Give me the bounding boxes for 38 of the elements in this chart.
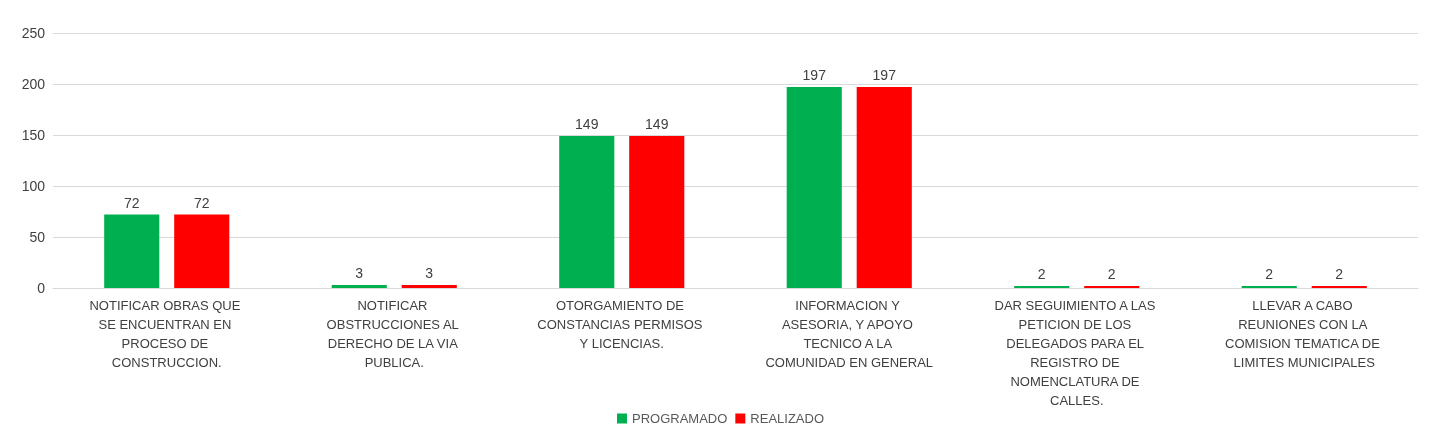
x-tick-label: DAR SEGUIMIENTO A LAS PETICION DE LOS DELEGADOS PARA EL REGISTRO DE NOMENCLATURA DE CALLES. <box>994 298 1159 408</box>
data-label: 197 <box>872 67 897 84</box>
data-label: 72 <box>123 194 140 211</box>
bar <box>104 214 160 288</box>
x-tick-label: OTORGAMIENTO DE CONSTANCIAS PERMISOS Y LICENCIAS. <box>537 298 707 351</box>
bar <box>1241 285 1297 288</box>
data-label: 3 <box>425 264 434 281</box>
bar <box>856 87 912 288</box>
y-tick-label: 50 <box>29 229 46 245</box>
bar <box>629 136 685 288</box>
x-tick-label: NOTIFICAR OBRAS QUE SE ENCUENTRAN EN PROCESO DE CONSTRUCCION. <box>89 298 245 370</box>
y-tick-label: 250 <box>21 25 46 41</box>
legend-label: PROGRAMADO <box>631 411 728 426</box>
bar <box>786 87 842 288</box>
data-label: 2 <box>1037 265 1046 282</box>
bar <box>1311 285 1367 288</box>
y-tick-label: 150 <box>21 127 46 143</box>
y-tick-label: 200 <box>21 76 46 92</box>
data-label: 197 <box>802 67 827 84</box>
bar <box>401 284 457 288</box>
data-label: 149 <box>645 116 669 133</box>
bar <box>331 284 387 288</box>
x-tick-label: INFORMACION Y ASESORIA, Y APOYO TECNICO A LA COMUNIDAD EN GENERAL <box>765 298 934 370</box>
bar <box>1084 285 1140 288</box>
y-tick-label: 100 <box>21 178 46 194</box>
legend-label: REALIZADO <box>750 411 825 426</box>
data-label: 149 <box>575 116 599 133</box>
y-tick-label: 0 <box>37 280 46 296</box>
x-tick-label: LLEVAR A CABO REUNIONES CON LA COMISION TEMATICA DE LIMITES MUNICIPALES <box>1225 298 1384 370</box>
data-label: 2 <box>1335 265 1344 282</box>
x-tick-label: NOTIFICAR OBSTRUCCIONES AL DERECHO DE LA VIA PUBLICA. <box>326 298 462 370</box>
bar <box>559 136 615 288</box>
data-label: 72 <box>193 194 210 211</box>
data-label: 2 <box>1265 265 1274 282</box>
bar <box>1014 285 1070 288</box>
data-label: 3 <box>355 264 364 281</box>
bar <box>174 214 230 288</box>
data-label: 2 <box>1107 265 1116 282</box>
